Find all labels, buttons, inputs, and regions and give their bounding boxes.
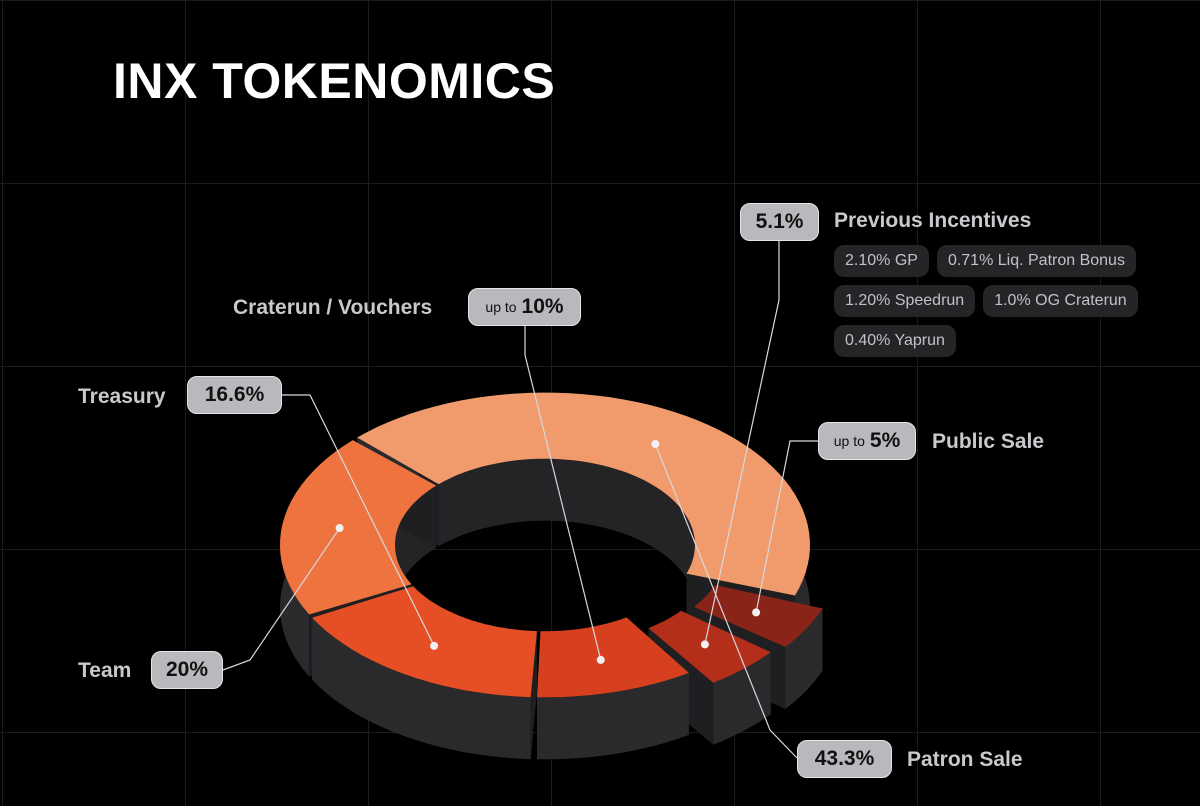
- treasury-value-pill: 16.6%: [187, 376, 282, 414]
- public-sale-outer-wall: [785, 608, 823, 709]
- patron-sale-value: 43.3%: [814, 747, 875, 770]
- previous-incentives-value-pill: 5.1%: [740, 203, 819, 241]
- previous-incentives-label: Previous Incentives: [834, 209, 1032, 232]
- public-sale-leader-line: [755, 440, 818, 613]
- craterun-vouchers-prefix: up to: [485, 299, 517, 315]
- treasury-end-cap: [530, 631, 537, 760]
- craterun-vouchers-value: 10%: [521, 295, 564, 318]
- patron-sale-value-pill: 43.3%: [797, 740, 892, 778]
- breakdown-chip: 1.0% OG Craterun: [983, 285, 1138, 317]
- treasury-value: 16.6%: [204, 383, 265, 406]
- team-leader-dot: [335, 524, 344, 533]
- craterun-vouchers-leader-dot: [596, 655, 605, 664]
- team-leader-line: [222, 527, 341, 671]
- breakdown-chip: 0.40% Yaprun: [834, 325, 956, 357]
- breakdown-chip: 1.20% Speedrun: [834, 285, 976, 317]
- craterun-vouchers-leader-line: [524, 326, 602, 661]
- breakdown-chip: 2.10% GP: [834, 245, 929, 277]
- craterun-vouchers-slice: [537, 617, 689, 698]
- previous-incentives-slice: [648, 610, 771, 683]
- craterun-vouchers-label: Craterun / Vouchers: [233, 296, 433, 319]
- public-sale-value: 5%: [869, 429, 901, 452]
- patron-sale-label: Patron Sale: [907, 748, 1023, 771]
- treasury-slice: [312, 586, 537, 698]
- team-value: 20%: [165, 658, 209, 681]
- previous-incentives-breakdown: 2.10% GP 0.71% Liq. Patron Bonus 1.20% S…: [834, 245, 1184, 357]
- previous-incentives-leader-line: [704, 241, 780, 645]
- patron-sale-inner-wall: [438, 458, 695, 636]
- public-sale-label: Public Sale: [932, 430, 1045, 453]
- treasury-leader-dot: [430, 641, 439, 650]
- patron-sale-leader-line: [654, 443, 798, 759]
- breakdown-chip: 0.71% Liq. Patron Bonus: [936, 245, 1136, 277]
- craterun-vouchers-value-pill: up to 10%: [468, 288, 581, 326]
- public-sale-slice: [693, 585, 823, 647]
- patron-sale-leader-dot: [651, 439, 660, 448]
- treasury-label: Treasury: [78, 385, 166, 408]
- treasury-outer-wall: [312, 617, 531, 760]
- public-sale-prefix: up to: [833, 433, 865, 449]
- previous-incentives-outer-wall: [713, 652, 771, 745]
- chart-title: INX TOKENOMICS: [113, 53, 556, 109]
- treasury-leader-line: [282, 394, 435, 647]
- public-sale-value-pill: up to 5%: [818, 422, 916, 460]
- craterun-vouchers-outer-wall: [537, 672, 689, 760]
- patron-sale-slice: [357, 392, 810, 596]
- public-sale-leader-dot: [752, 608, 761, 617]
- previous-incentives-leader-dot: [700, 640, 709, 649]
- team-label: Team: [78, 659, 132, 682]
- team-value-pill: 20%: [151, 651, 223, 689]
- previous-incentives-value: 5.1%: [755, 210, 804, 233]
